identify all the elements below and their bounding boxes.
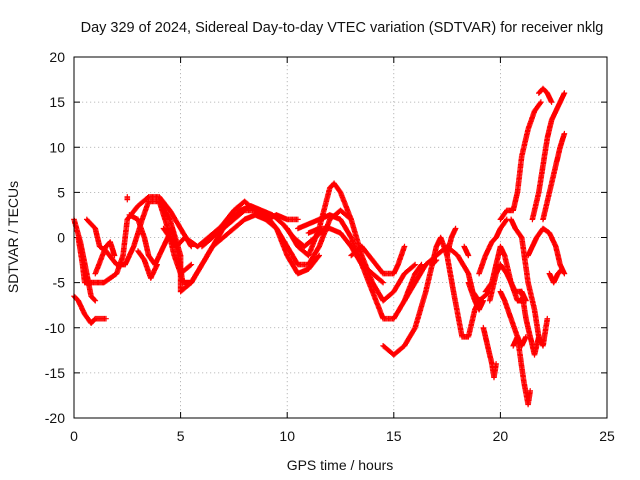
series-prn-u: [465, 279, 487, 313]
x-tick-label: 20: [493, 428, 509, 444]
series-prn-t: [461, 243, 472, 259]
x-tick-label: 0: [70, 428, 78, 444]
data-point-markers: [510, 334, 533, 408]
series-prn-ai: [546, 266, 565, 286]
y-tick-label: 5: [57, 184, 65, 200]
data-point-markers: [305, 225, 386, 286]
data-point-markers: [476, 216, 510, 277]
data-point-markers: [546, 266, 565, 286]
series-prn-w: [480, 324, 499, 381]
x-tick-label: 25: [599, 428, 615, 444]
data-point-markers: [480, 324, 499, 381]
x-tick-label: 10: [279, 428, 295, 444]
data-point-markers: [536, 85, 555, 105]
data-point-markers: [518, 288, 542, 358]
chart-title: Day 329 of 2024, Sidereal Day-to-day VTE…: [81, 20, 604, 36]
series-prn-s: [444, 225, 459, 259]
data-point-markers: [529, 90, 568, 223]
series-prn-p: [380, 257, 440, 358]
data-point-markers: [92, 239, 118, 277]
y-tick-label: -5: [53, 275, 66, 291]
series-prn-e: [92, 239, 118, 277]
data-point-markers: [465, 279, 487, 313]
data-point-markers: [348, 243, 408, 277]
gridlines: [74, 57, 607, 418]
data-point-markers: [497, 99, 544, 223]
y-tick-label: 15: [49, 94, 65, 110]
data-point-markers: [135, 248, 160, 281]
data-marks: [71, 85, 568, 408]
data-point-markers: [199, 198, 301, 250]
series-prn-aa: [497, 99, 544, 223]
series-prn-f: [124, 194, 131, 203]
data-point-markers: [380, 257, 440, 358]
series-prn-k: [199, 198, 301, 250]
data-point-markers: [525, 225, 568, 277]
data-point-markers: [429, 234, 493, 340]
series-prn-c: [75, 194, 195, 286]
series-prn-ad: [518, 288, 542, 358]
series-prn-ae: [529, 90, 568, 223]
y-tick-label: 0: [57, 230, 65, 246]
y-tick-labels: -20 -15 -10 -5 0 5 10 15 20: [45, 49, 65, 426]
y-tick-label: 20: [49, 49, 65, 65]
series-prn-af: [525, 225, 568, 277]
y-axis-label: SDTVAR / TECUs: [5, 181, 21, 293]
series-prn-h: [135, 248, 160, 281]
plot-frame: [73, 56, 608, 419]
data-point-markers: [444, 225, 459, 259]
x-tick-label: 5: [177, 428, 185, 444]
series-prn-ah: [540, 130, 568, 223]
series-prn-r: [429, 234, 493, 340]
data-point-markers: [461, 243, 472, 259]
y-tick-label: 10: [49, 139, 65, 155]
data-point-markers: [75, 194, 195, 286]
data-point-markers: [540, 130, 568, 223]
series-prn-ag: [536, 85, 555, 105]
series-prn-o: [348, 243, 408, 277]
x-axis-label: GPS time / hours: [287, 457, 394, 473]
y-tick-label: -20: [45, 410, 65, 426]
x-tick-labels: 0 5 10 15 20 25: [70, 428, 615, 444]
series-prn-n: [305, 225, 386, 286]
series-prn-ac: [510, 334, 533, 408]
y-tick-label: -10: [45, 320, 65, 336]
series-prn-v: [476, 216, 510, 277]
x-tick-label: 15: [386, 428, 402, 444]
data-point-markers: [124, 194, 131, 203]
y-tick-label: -15: [45, 365, 65, 381]
